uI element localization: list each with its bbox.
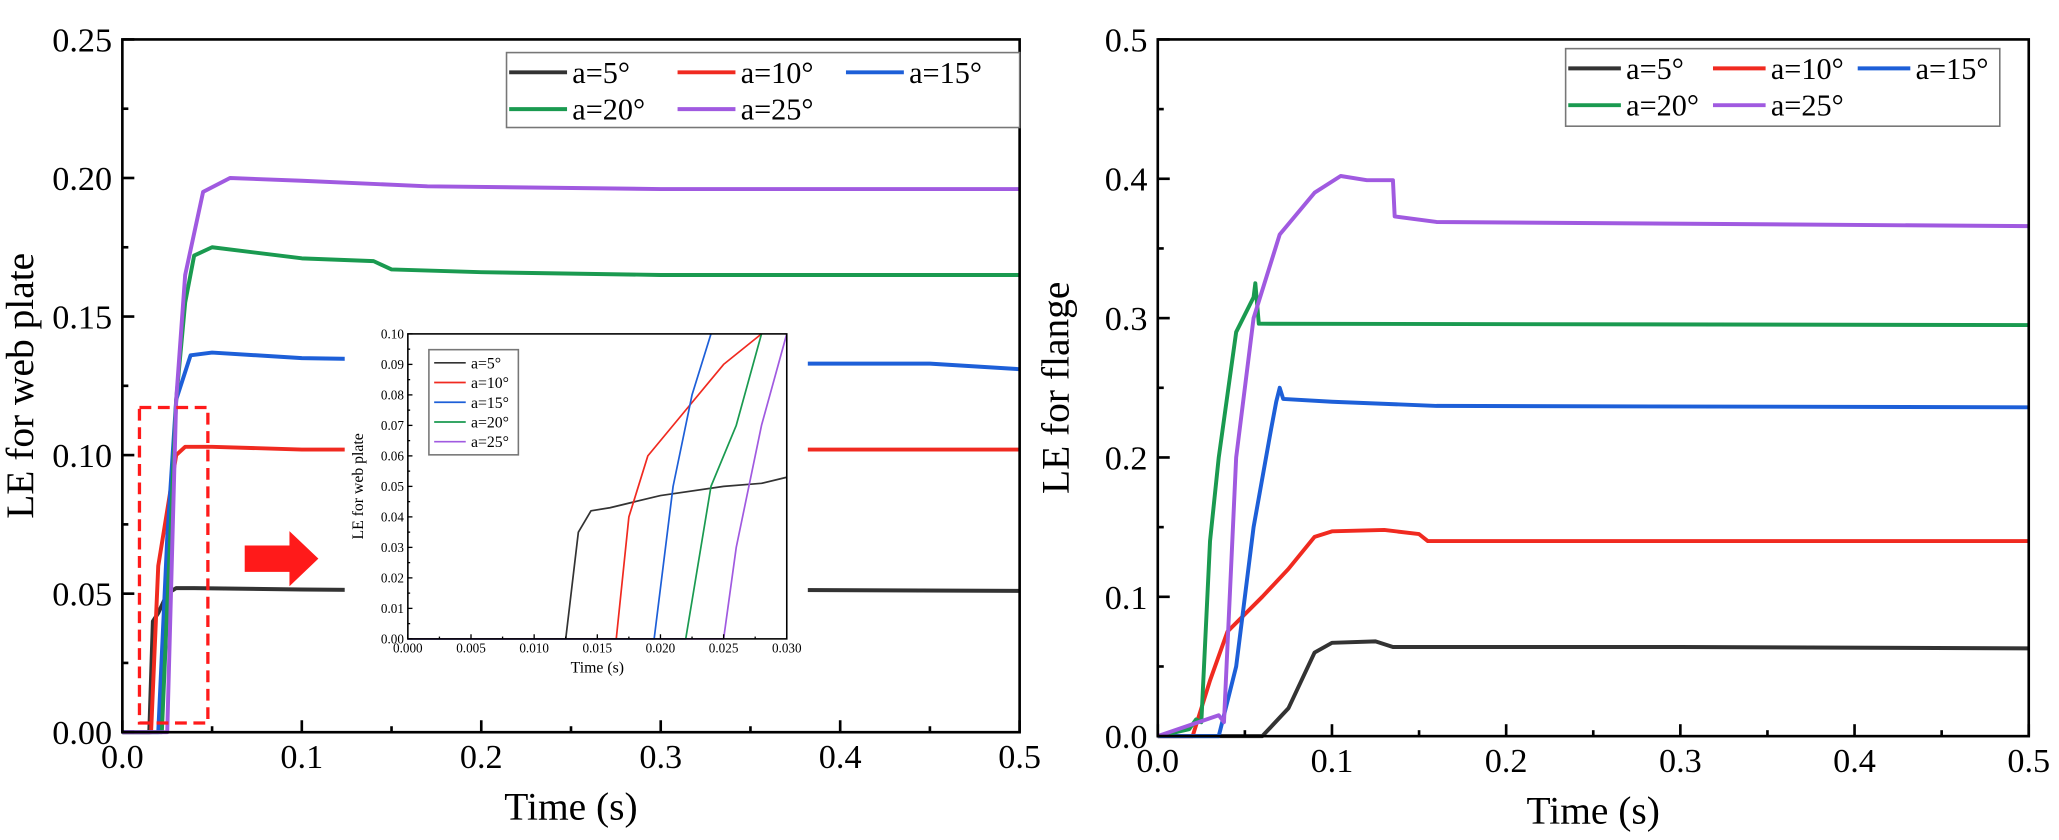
x-tick-label: 0.4 bbox=[1833, 743, 1876, 780]
legend-box bbox=[1564, 47, 2001, 127]
chart-web: 0.0 0.1 0.2 0.3 0.4 0.5 0.00 0.05 0.10 0.15 0.20 0.… bbox=[0, 22, 1041, 828]
y-tick-label: 0.3 bbox=[1105, 301, 1148, 338]
legend-item-a25: a=25° bbox=[434, 434, 509, 451]
y-tick-label: 0.4 bbox=[1105, 162, 1148, 199]
legend-label: a=15° bbox=[471, 395, 509, 412]
legend-item-a10: a=10° bbox=[677, 56, 814, 90]
y-tick-label: 0.10 bbox=[52, 438, 112, 475]
legend-item-a5: a=5° bbox=[434, 355, 501, 372]
chart-flange: 0.0 0.1 0.2 0.3 0.4 0.5 0.0 0.1 0.2 0.3 0.4 0.5 Time… bbox=[1033, 22, 2050, 832]
y-tick-label: 0.5 bbox=[1105, 22, 1148, 59]
series-line-a10 bbox=[1157, 527, 2029, 739]
legend-item-a20: a=20° bbox=[509, 93, 645, 127]
x-tick-label: 0.2 bbox=[460, 739, 503, 776]
legend-label: a=15° bbox=[1916, 52, 1989, 86]
legend: a=5° a=10° a=15° a=20° a=25° bbox=[505, 51, 1021, 129]
x-tick-label: 0.1 bbox=[280, 739, 323, 776]
x-tick-label: 0.025 bbox=[709, 641, 739, 656]
legend-label: a=20° bbox=[471, 414, 509, 431]
legend-box bbox=[505, 51, 1021, 129]
x-tick-label: 0.015 bbox=[583, 641, 613, 656]
series-line-a5 bbox=[1157, 639, 2029, 739]
inset-background bbox=[344, 320, 808, 685]
y-tick-label: 0.0 bbox=[1105, 719, 1148, 756]
x-tick-label: 0.000 bbox=[393, 641, 423, 656]
legend-label: a=10° bbox=[741, 56, 814, 90]
series-line-a15 bbox=[1157, 385, 2029, 739]
zoom-region-box bbox=[137, 405, 210, 725]
legend-label: a=20° bbox=[1626, 89, 1699, 123]
legend-label: a=10° bbox=[471, 375, 509, 392]
chart-inset: 0.000 0.005 0.010 0.015 0.020 0.025 0.030 0.00 0… bbox=[344, 320, 808, 685]
y-tick-label: 0.09 bbox=[381, 357, 404, 372]
y-tick-label: 0.25 bbox=[52, 22, 112, 59]
y-tick-label: 0.03 bbox=[381, 540, 404, 555]
arrow-right-icon bbox=[244, 531, 319, 587]
y-tick-label: 0.06 bbox=[381, 448, 404, 463]
plot-frame bbox=[1156, 38, 2031, 738]
x-tick-label: 0.020 bbox=[646, 641, 676, 656]
y-axis-label: LE for web plate bbox=[0, 253, 42, 519]
legend-label: a=20° bbox=[572, 93, 645, 127]
y-tick-label: 0.10 bbox=[381, 327, 404, 342]
y-tick-label: 0.02 bbox=[381, 570, 404, 585]
legend-item-a25: a=25° bbox=[677, 93, 814, 127]
series-line-a25 bbox=[1157, 174, 2029, 739]
legend-label: a=25° bbox=[741, 93, 814, 127]
y-tick-label: 0.00 bbox=[52, 715, 112, 752]
legend-label: a=10° bbox=[1771, 52, 1844, 86]
legend-item-a5: a=5° bbox=[509, 56, 630, 90]
y-tick-label: 0.2 bbox=[1105, 440, 1148, 477]
y-tick-label: 0.20 bbox=[52, 161, 112, 198]
y-axis-label: LE for web plate bbox=[350, 433, 367, 539]
x-tick-label: 0.3 bbox=[639, 739, 682, 776]
legend: a=5° a=10° a=15° a=20° a=25° bbox=[428, 348, 520, 456]
legend-item-a10: a=10° bbox=[434, 375, 509, 392]
y-tick-label: 0.07 bbox=[381, 418, 404, 433]
x-tick-label: 0.1 bbox=[1311, 743, 1354, 780]
series-line-a20 bbox=[1157, 281, 2029, 739]
x-axis-label: Time (s) bbox=[504, 784, 637, 828]
y-tick-label: 0.05 bbox=[52, 577, 112, 614]
y-tick-label: 0.08 bbox=[381, 387, 404, 402]
legend-item-a10: a=10° bbox=[1712, 52, 1844, 86]
legend-label: a=5° bbox=[1626, 52, 1684, 86]
x-axis-label: Time (s) bbox=[1527, 788, 1660, 832]
legend-item-a25: a=25° bbox=[1712, 89, 1844, 123]
legend-item-a20: a=20° bbox=[1568, 89, 1699, 123]
legend-label: a=5° bbox=[471, 355, 501, 372]
y-tick-label: 0.05 bbox=[381, 479, 404, 494]
y-tick-label: 0.01 bbox=[381, 601, 404, 616]
legend-item-a15: a=15° bbox=[845, 56, 982, 90]
x-tick-label: 0.0 bbox=[1136, 743, 1179, 780]
x-tick-label: 0.0 bbox=[101, 739, 144, 776]
legend-item-a5: a=5° bbox=[1568, 52, 1684, 86]
legend-item-a15: a=15° bbox=[1857, 52, 1989, 86]
x-tick-label: 0.030 bbox=[772, 641, 802, 656]
x-axis-label: Time (s) bbox=[571, 659, 624, 676]
x-tick-label: 0.4 bbox=[819, 739, 862, 776]
y-axis-label: LE for flange bbox=[1033, 282, 1077, 494]
series-line-a25 bbox=[122, 176, 1020, 735]
x-tick-label: 0.5 bbox=[2007, 743, 2050, 780]
y-tick-label: 0.00 bbox=[381, 631, 404, 646]
x-tick-label: 0.2 bbox=[1485, 743, 1528, 780]
x-tick-label: 0.3 bbox=[1659, 743, 1702, 780]
legend-label: a=25° bbox=[471, 434, 509, 451]
x-tick-label: 0.010 bbox=[519, 641, 549, 656]
legend-label: a=25° bbox=[1771, 89, 1844, 123]
legend: a=5° a=10° a=15° a=20° a=25° bbox=[1564, 47, 2001, 127]
y-tick-label: 0.15 bbox=[52, 300, 112, 337]
legend-label: a=15° bbox=[909, 56, 982, 90]
x-tick-label: 0.005 bbox=[456, 641, 486, 656]
legend-label: a=5° bbox=[572, 56, 630, 90]
y-tick-label: 0.1 bbox=[1105, 580, 1148, 617]
legend-item-a15: a=15° bbox=[434, 395, 509, 412]
x-tick-label: 0.5 bbox=[998, 739, 1041, 776]
y-tick-label: 0.04 bbox=[381, 509, 404, 524]
legend-item-a20: a=20° bbox=[434, 414, 509, 431]
